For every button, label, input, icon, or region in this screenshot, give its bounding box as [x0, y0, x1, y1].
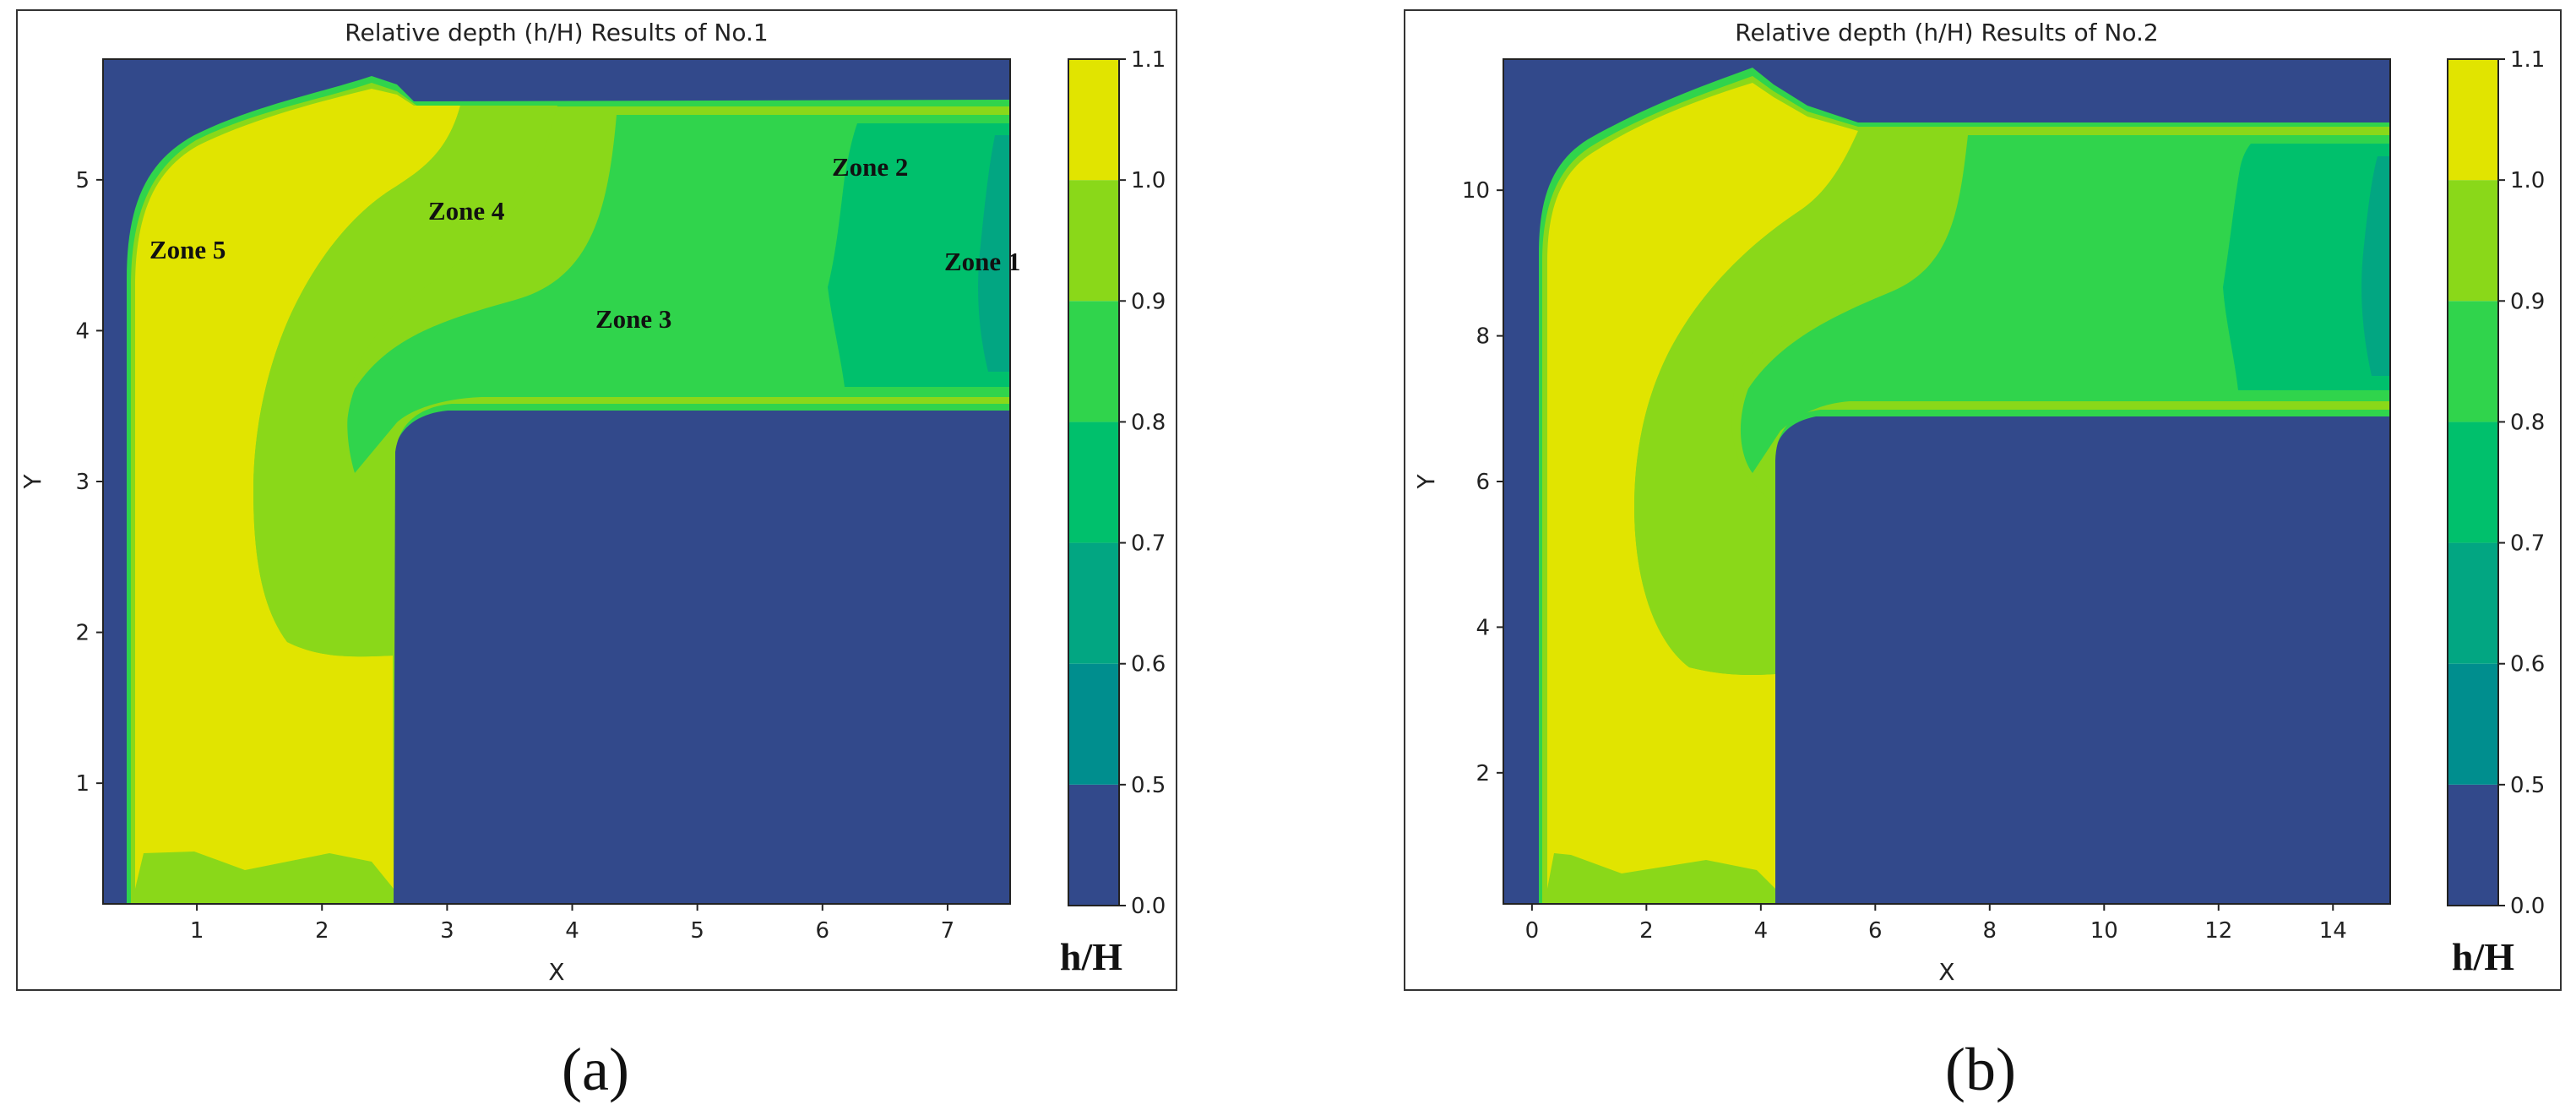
x-tick-label: 1 — [190, 918, 204, 944]
y-tick-label: 5 — [75, 168, 90, 193]
colorbar-tick-label: 0.9 — [1131, 289, 1166, 314]
panel-b-y-axis: 2 4 6 8 10 — [1462, 178, 1503, 786]
y-tick-label: 10 — [1462, 178, 1490, 204]
x-tick-label: 14 — [2319, 918, 2347, 944]
panel-a-colorbar-label: h/H — [1060, 935, 1122, 978]
zone-3-label: Zone 3 — [595, 304, 671, 334]
colorbar-segment — [2448, 784, 2498, 906]
colorbar-tick-label: 0.9 — [2510, 289, 2545, 314]
colorbar-segment — [2448, 663, 2498, 785]
contour-outlet-edge — [978, 135, 1010, 372]
colorbar-segment — [1068, 422, 1119, 543]
colorbar-segment — [2448, 301, 2498, 422]
panel-b-caption: (b) — [1945, 1036, 2016, 1103]
y-tick-label: 6 — [1475, 470, 1490, 495]
colorbar-segment — [2448, 542, 2498, 664]
y-tick-label: 3 — [75, 470, 90, 495]
x-tick-label: 4 — [565, 918, 579, 944]
y-tick-label: 1 — [75, 771, 90, 797]
colorbar-segment — [1068, 784, 1119, 906]
y-tick-label: 4 — [75, 318, 90, 344]
panel-a-y-axis: 1 2 3 4 5 — [75, 168, 103, 797]
colorbar-tick-label: 0.0 — [2510, 894, 2545, 919]
panel-a-x-axis: 1 2 3 4 5 6 7 — [190, 904, 954, 944]
panel-b-y-label: Y — [1412, 474, 1440, 490]
contour-outlet-zone — [2223, 144, 2390, 390]
contour-outlet-edge — [2361, 156, 2390, 376]
panel-a-colorbar: 0.0 0.5 0.6 0.7 0.8 0.9 1.0 1.1 — [1068, 47, 1166, 919]
y-tick-label: 2 — [1475, 761, 1490, 786]
x-tick-label: 2 — [315, 918, 329, 944]
colorbar-tick-label: 1.0 — [2510, 168, 2545, 193]
panel-b-colorbar-label: h/H — [2452, 935, 2514, 978]
x-tick-label: 3 — [440, 918, 454, 944]
contour-bend-mid-zone — [253, 106, 557, 657]
colorbar-tick-label: 0.6 — [2510, 652, 2545, 677]
colorbar-segment — [1068, 180, 1119, 302]
x-tick-label: 7 — [941, 918, 955, 944]
x-tick-label: 8 — [1983, 918, 1997, 944]
panel-a-title: Relative depth (h/H) Results of No.1 — [345, 19, 768, 46]
zone-2-label: Zone 2 — [832, 152, 908, 182]
contour-outlet-zone — [828, 123, 1010, 387]
panel-b-contour-field — [1503, 59, 2390, 904]
colorbar-tick-label: 0.5 — [1131, 773, 1166, 798]
panel-b: Relative depth (h/H) Results of No.2 0 2 4… — [1404, 9, 2562, 991]
panel-a-contour-field — [103, 59, 1010, 904]
panel-a-zone-labels: Zone 5 Zone 4 Zone 3 Zone 2 Zone 1 — [149, 152, 1020, 334]
x-tick-label: 6 — [816, 918, 830, 944]
colorbar-tick-label: 0.8 — [2510, 410, 2545, 435]
x-tick-label: 0 — [1525, 918, 1540, 944]
colorbar-segment — [2448, 180, 2498, 302]
panel-b-title: Relative depth (h/H) Results of No.2 — [1735, 19, 2158, 46]
colorbar-tick-label: 0.8 — [1131, 410, 1166, 435]
x-tick-label: 6 — [1868, 918, 1883, 944]
colorbar-segment — [1068, 663, 1119, 785]
panel-a-x-label: X — [548, 958, 564, 986]
zone-1-label: Zone 1 — [944, 247, 1020, 276]
colorbar-segment — [1068, 301, 1119, 422]
colorbar-border — [1068, 58, 1120, 906]
colorbar-segment — [2448, 422, 2498, 543]
colorbar-segment — [1068, 542, 1119, 664]
x-tick-label: 12 — [2204, 918, 2232, 944]
x-tick-label: 2 — [1639, 918, 1654, 944]
contour-bend-high-zone — [135, 89, 460, 889]
zone-5-label: Zone 5 — [149, 235, 226, 264]
colorbar-segment — [2448, 59, 2498, 181]
contour-channel-core — [1740, 135, 2390, 473]
panel-b-x-label: X — [1938, 958, 1954, 986]
contour-bend-high-zone — [1547, 83, 1858, 889]
colorbar-segment — [1068, 59, 1119, 181]
colorbar-tick-label: 1.1 — [2510, 47, 2545, 73]
colorbar-tick-label: 0.0 — [1131, 894, 1166, 919]
colorbar-tick-label: 0.5 — [2510, 773, 2545, 798]
zone-4-label: Zone 4 — [428, 196, 504, 226]
colorbar-tick-label: 1.1 — [1131, 47, 1166, 73]
x-tick-label: 4 — [1754, 918, 1769, 944]
panel-b-x-axis: 0 2 4 6 8 10 12 14 — [1525, 904, 2347, 944]
panel-b-colorbar: 0.0 0.5 0.6 0.7 0.8 0.9 1.0 1.1 — [2447, 47, 2545, 919]
panel-a-caption: (a) — [562, 1036, 629, 1103]
y-tick-label: 2 — [75, 621, 90, 646]
colorbar-tick-label: 0.7 — [2510, 531, 2545, 557]
panel-a-y-label: Y — [19, 474, 46, 490]
y-tick-label: 4 — [1475, 615, 1490, 640]
colorbar-tick-label: 1.0 — [1131, 168, 1166, 193]
x-tick-label: 5 — [690, 918, 704, 944]
panel-a: Relative depth (h/H) Results of No.1 Zon… — [16, 9, 1177, 991]
contour-bend-mid-zone — [1634, 131, 1968, 676]
colorbar-border — [2447, 58, 2499, 906]
y-tick-label: 8 — [1475, 324, 1490, 350]
colorbar-tick-label: 0.6 — [1131, 652, 1166, 677]
x-tick-label: 10 — [2090, 918, 2118, 944]
colorbar-tick-label: 0.7 — [1131, 531, 1166, 557]
